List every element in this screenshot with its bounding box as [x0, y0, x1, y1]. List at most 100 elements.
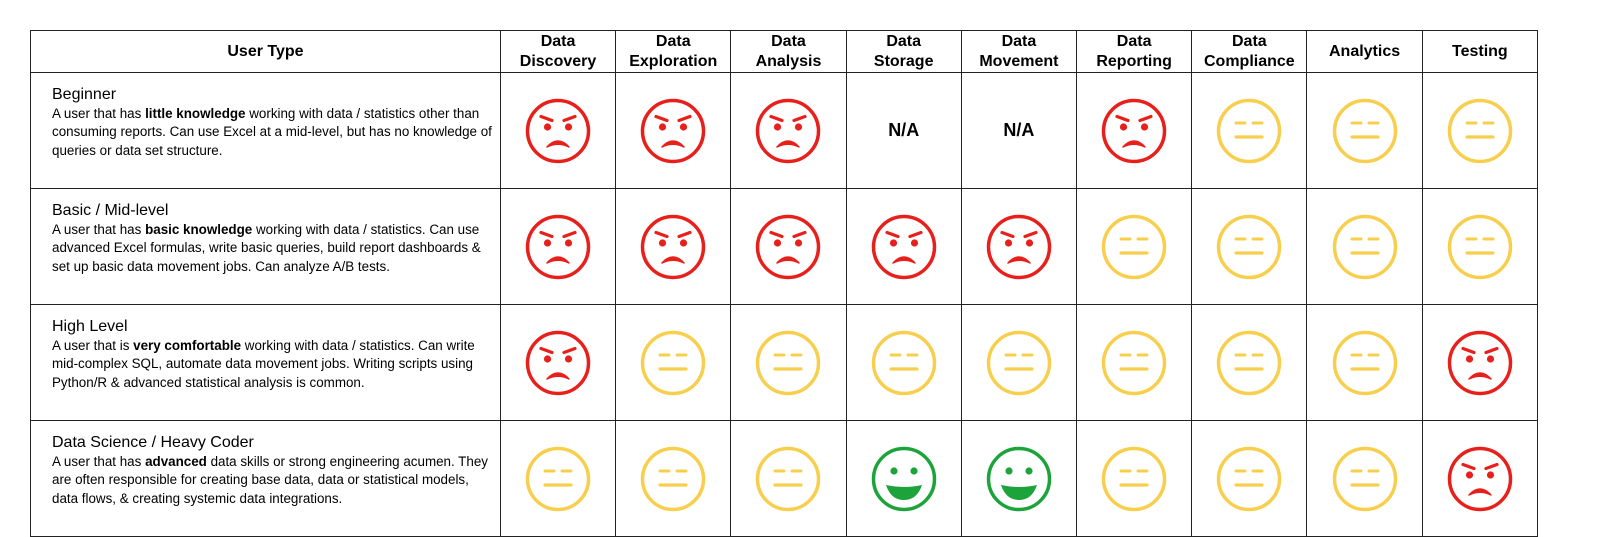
- header-data-compliance: Data Compliance: [1191, 30, 1308, 73]
- happy-face-icon: [871, 446, 936, 511]
- rating-cell: [615, 188, 732, 305]
- frown-face-icon: [525, 98, 591, 163]
- user-type-title: Data Science / Heavy Coder: [52, 434, 254, 451]
- rating-cell: [1191, 420, 1308, 537]
- rating-cell: [845, 188, 962, 305]
- neutral-face-icon: [1332, 330, 1397, 395]
- neutral-face-icon: [1447, 214, 1513, 279]
- neutral-face-icon: [1447, 98, 1513, 163]
- happy-face-icon: [986, 446, 1052, 511]
- rating-cell: [845, 304, 962, 421]
- neutral-face-icon: [756, 330, 821, 395]
- neutral-face-icon: [1217, 330, 1282, 395]
- frown-face-icon: [641, 98, 706, 163]
- rating-cell: [1076, 304, 1193, 421]
- rating-cell: [1421, 72, 1539, 189]
- neutral-face-icon: [1332, 214, 1397, 279]
- not-applicable-label: N/A: [1003, 120, 1035, 140]
- header-data-exploration: Data Exploration: [615, 30, 732, 73]
- rating-cell: [1306, 304, 1423, 421]
- rating-cell: [845, 420, 962, 537]
- rating-cell: [1076, 72, 1193, 189]
- rating-cell: [1191, 304, 1308, 421]
- rating-cell: [1076, 188, 1193, 305]
- neutral-face-icon: [871, 330, 936, 395]
- frown-face-icon: [525, 214, 591, 279]
- header-data-storage: Data Storage: [845, 30, 962, 73]
- neutral-face-icon: [1101, 330, 1167, 395]
- frown-face-icon: [1447, 330, 1513, 395]
- rating-cell: [730, 72, 847, 189]
- header-user-type: User Type: [30, 30, 501, 73]
- frown-face-icon: [756, 214, 821, 279]
- rating-cell: [730, 304, 847, 421]
- rating-cell: [1076, 420, 1193, 537]
- user-type-title: High Level: [52, 318, 128, 335]
- user-type-description: A user that has little knowledge working…: [52, 106, 492, 158]
- table-row: Data Science / Heavy Coder A user that h…: [30, 420, 1539, 537]
- frown-face-icon: [871, 214, 936, 279]
- neutral-face-icon: [1217, 446, 1282, 511]
- rating-cell: [615, 420, 732, 537]
- rating-cell: [1191, 188, 1308, 305]
- neutral-face-icon: [525, 446, 591, 511]
- user-type-description: A user that is very comfortable working …: [52, 338, 475, 390]
- rating-cell: N/A: [960, 72, 1078, 189]
- header-analytics: Analytics: [1306, 30, 1423, 73]
- header-data-reporting: Data Reporting: [1076, 30, 1193, 73]
- user-type-cell: Beginner A user that has little knowledg…: [30, 72, 501, 189]
- rating-cell: [960, 420, 1078, 537]
- neutral-face-icon: [641, 330, 706, 395]
- rating-cell: [1306, 72, 1423, 189]
- rating-cell: [960, 188, 1078, 305]
- capability-matrix: User Type Data Discovery Data Exploration …: [30, 30, 1539, 537]
- rating-cell: [499, 420, 617, 537]
- user-type-cell: Data Science / Heavy Coder A user that h…: [30, 420, 501, 537]
- rating-cell: [960, 304, 1078, 421]
- user-type-cell: High Level A user that is very comfortab…: [30, 304, 501, 421]
- rating-cell: [499, 188, 617, 305]
- rating-cell: [499, 304, 617, 421]
- frown-face-icon: [525, 330, 591, 395]
- rating-cell: [1191, 72, 1308, 189]
- header-data-movement: Data Movement: [960, 30, 1078, 73]
- table-row: Basic / Mid-level A user that has basic …: [30, 188, 1539, 305]
- header-data-analysis: Data Analysis: [730, 30, 847, 73]
- rating-cell: [730, 420, 847, 537]
- rating-cell: [730, 188, 847, 305]
- rating-cell: [1306, 188, 1423, 305]
- rating-cell: [615, 72, 732, 189]
- neutral-face-icon: [756, 446, 821, 511]
- header-testing: Testing: [1421, 30, 1539, 73]
- user-type-description: A user that has basic knowledge working …: [52, 222, 481, 274]
- frown-face-icon: [1447, 446, 1513, 511]
- neutral-face-icon: [1217, 214, 1282, 279]
- neutral-face-icon: [1332, 98, 1397, 163]
- user-type-description: A user that has advanced data skills or …: [52, 454, 488, 506]
- table-row: Beginner A user that has little knowledg…: [30, 72, 1539, 189]
- rating-cell: [1306, 420, 1423, 537]
- frown-face-icon: [986, 214, 1052, 279]
- neutral-face-icon: [1101, 446, 1167, 511]
- neutral-face-icon: [641, 446, 706, 511]
- rating-cell: [499, 72, 617, 189]
- user-type-title: Beginner: [52, 86, 117, 103]
- header-data-discovery: Data Discovery: [499, 30, 617, 73]
- rating-cell: [1421, 304, 1539, 421]
- neutral-face-icon: [1217, 98, 1282, 163]
- rating-cell: [615, 304, 732, 421]
- table-row: High Level A user that is very comfortab…: [30, 304, 1539, 421]
- header-row: User Type Data Discovery Data Exploration …: [30, 30, 1539, 73]
- neutral-face-icon: [986, 330, 1052, 395]
- rating-cell: [1421, 188, 1539, 305]
- not-applicable-label: N/A: [888, 120, 920, 140]
- frown-face-icon: [756, 98, 821, 163]
- frown-face-icon: [1101, 98, 1167, 163]
- rating-cell: N/A: [845, 72, 962, 189]
- frown-face-icon: [641, 214, 706, 279]
- user-type-title: Basic / Mid-level: [52, 202, 169, 219]
- neutral-face-icon: [1101, 214, 1167, 279]
- user-type-cell: Basic / Mid-level A user that has basic …: [30, 188, 501, 305]
- neutral-face-icon: [1332, 446, 1397, 511]
- rating-cell: [1421, 420, 1539, 537]
